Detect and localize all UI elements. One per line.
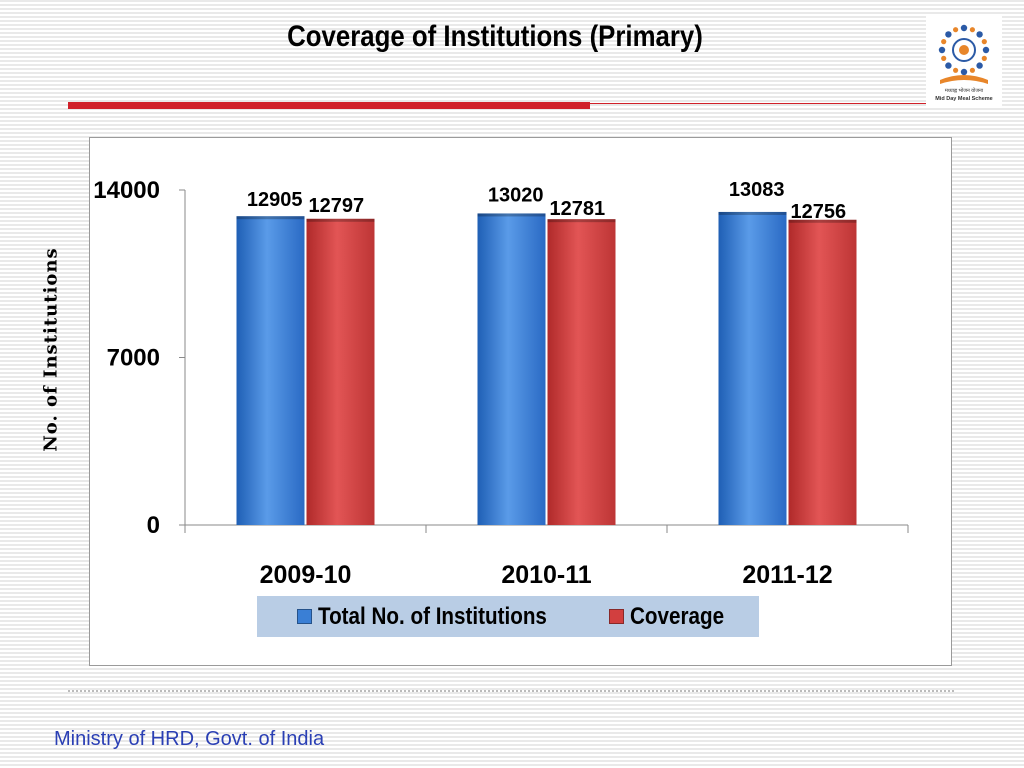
footer-text: Ministry of HRD, Govt. of India: [54, 728, 325, 750]
footer-rule: [68, 690, 954, 692]
bar-top-edge: [718, 211, 787, 215]
legend-swatch-coverage: [609, 609, 624, 624]
logo-caption-english: Mid Day Meal Scheme: [935, 96, 993, 102]
chart-legend: Total No. of Institutions Coverage: [257, 596, 759, 637]
bar-total-2009-10: [236, 216, 305, 525]
legend-label-coverage: Coverage: [630, 602, 725, 630]
x-category-label: 2010-11: [501, 561, 591, 589]
slide-title: Coverage of Institutions (Primary): [287, 20, 703, 53]
bar-coverage-2011-12: [788, 219, 857, 525]
bar-top-edge: [477, 213, 546, 217]
x-category-label: 2009-10: [260, 561, 352, 589]
y-tick-label: 7000: [107, 345, 160, 372]
bar-top-edge: [788, 219, 857, 223]
x-category-label: 2011-12: [742, 561, 832, 589]
bar-total-2010-11: [477, 213, 546, 525]
legend-item-total: Total No. of Institutions: [297, 596, 584, 637]
bar-total-2011-12: [718, 211, 787, 525]
data-label-coverage-2011-12: 12756: [791, 201, 847, 223]
title-rule: [68, 102, 590, 109]
data-label-total-2009-10: 12905: [247, 189, 303, 211]
bar-top-edge: [306, 218, 375, 222]
bar-top-edge: [236, 216, 305, 220]
y-tick-label: 14000: [93, 177, 160, 204]
mid-day-meal-emblem-icon: [938, 24, 990, 84]
data-label-coverage-2010-11: 12781: [550, 198, 606, 220]
mid-day-meal-logo: मध्याह्न भोजन योजना Mid Day Meal Scheme: [926, 14, 1002, 108]
bar-coverage-2009-10: [306, 218, 375, 525]
data-label-coverage-2009-10: 12797: [309, 195, 365, 217]
legend-label-total: Total No. of Institutions: [318, 602, 547, 630]
bar-coverage-2010-11: [547, 219, 616, 525]
legend-item-coverage: Coverage: [609, 596, 739, 637]
title-rule-thin: [590, 103, 930, 104]
bar-top-edge: [547, 219, 616, 223]
data-label-total-2011-12: 13083: [729, 179, 785, 201]
data-label-total-2010-11: 13020: [488, 184, 544, 206]
logo-caption-hindi: मध्याह्न भोजन योजना: [944, 88, 984, 94]
legend-swatch-total: [297, 609, 312, 624]
y-tick-label: 0: [147, 512, 160, 539]
